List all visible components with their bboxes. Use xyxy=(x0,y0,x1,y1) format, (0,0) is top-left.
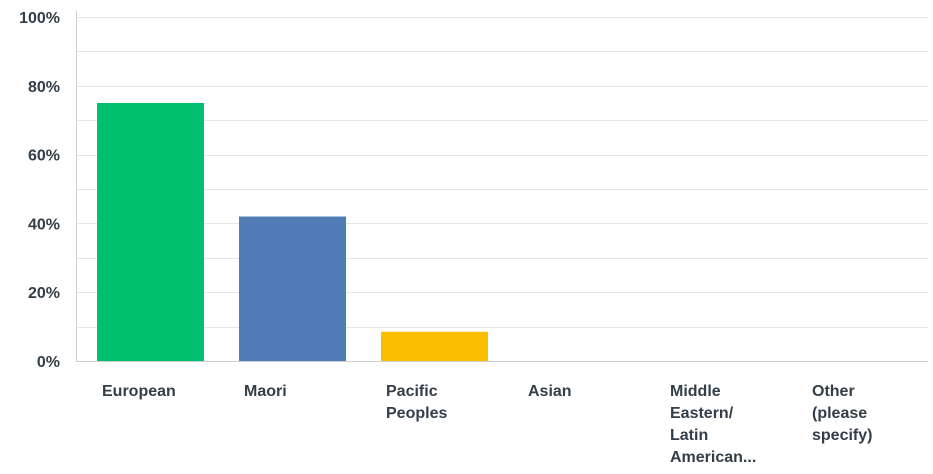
bars xyxy=(97,103,488,361)
x-category-label-line: American... xyxy=(670,449,756,466)
x-category-label-line: Peoples xyxy=(386,405,447,422)
bar-pacific-peoples xyxy=(381,331,488,361)
x-category-label: Pacific Peoples xyxy=(386,383,447,422)
x-category-label: Maori xyxy=(244,383,287,400)
x-category-label-line: (please xyxy=(812,405,867,422)
gridlines xyxy=(76,17,928,328)
x-category-label-line: Middle xyxy=(670,383,721,400)
y-tick-label: 60% xyxy=(28,148,60,165)
x-category-label: Middle Eastern/Latin American... xyxy=(670,383,756,466)
bar-european xyxy=(97,103,204,361)
x-category-label: Other (please specify) xyxy=(812,383,872,444)
y-tick-label: 0% xyxy=(37,354,60,371)
x-category-label-line: Maori xyxy=(244,383,287,400)
y-tick-label: 40% xyxy=(28,216,60,233)
y-tick-label: 20% xyxy=(28,285,60,302)
y-tick-label: 80% xyxy=(28,79,60,96)
x-category-label: European xyxy=(102,383,176,400)
axis xyxy=(76,11,928,362)
x-category-label-line: Asian xyxy=(528,383,572,400)
x-category-label-line: Pacific xyxy=(386,383,438,400)
x-category-label: Asian xyxy=(528,383,572,400)
y-tick-label: 100% xyxy=(19,10,60,27)
x-category-label-line: European xyxy=(102,383,176,400)
y-tick-labels: 0% 20% 40% 60% 80% 100% xyxy=(19,10,60,371)
x-category-label-line: Eastern/ xyxy=(670,405,734,422)
bar-maori xyxy=(239,216,346,361)
x-category-label-line: Other xyxy=(812,383,855,400)
x-category-label-line: Latin xyxy=(670,427,708,444)
x-category-label-line: specify) xyxy=(812,427,872,444)
x-category-labels: European Maori Pacific Peoples Asian Middle Ea… xyxy=(102,383,872,466)
